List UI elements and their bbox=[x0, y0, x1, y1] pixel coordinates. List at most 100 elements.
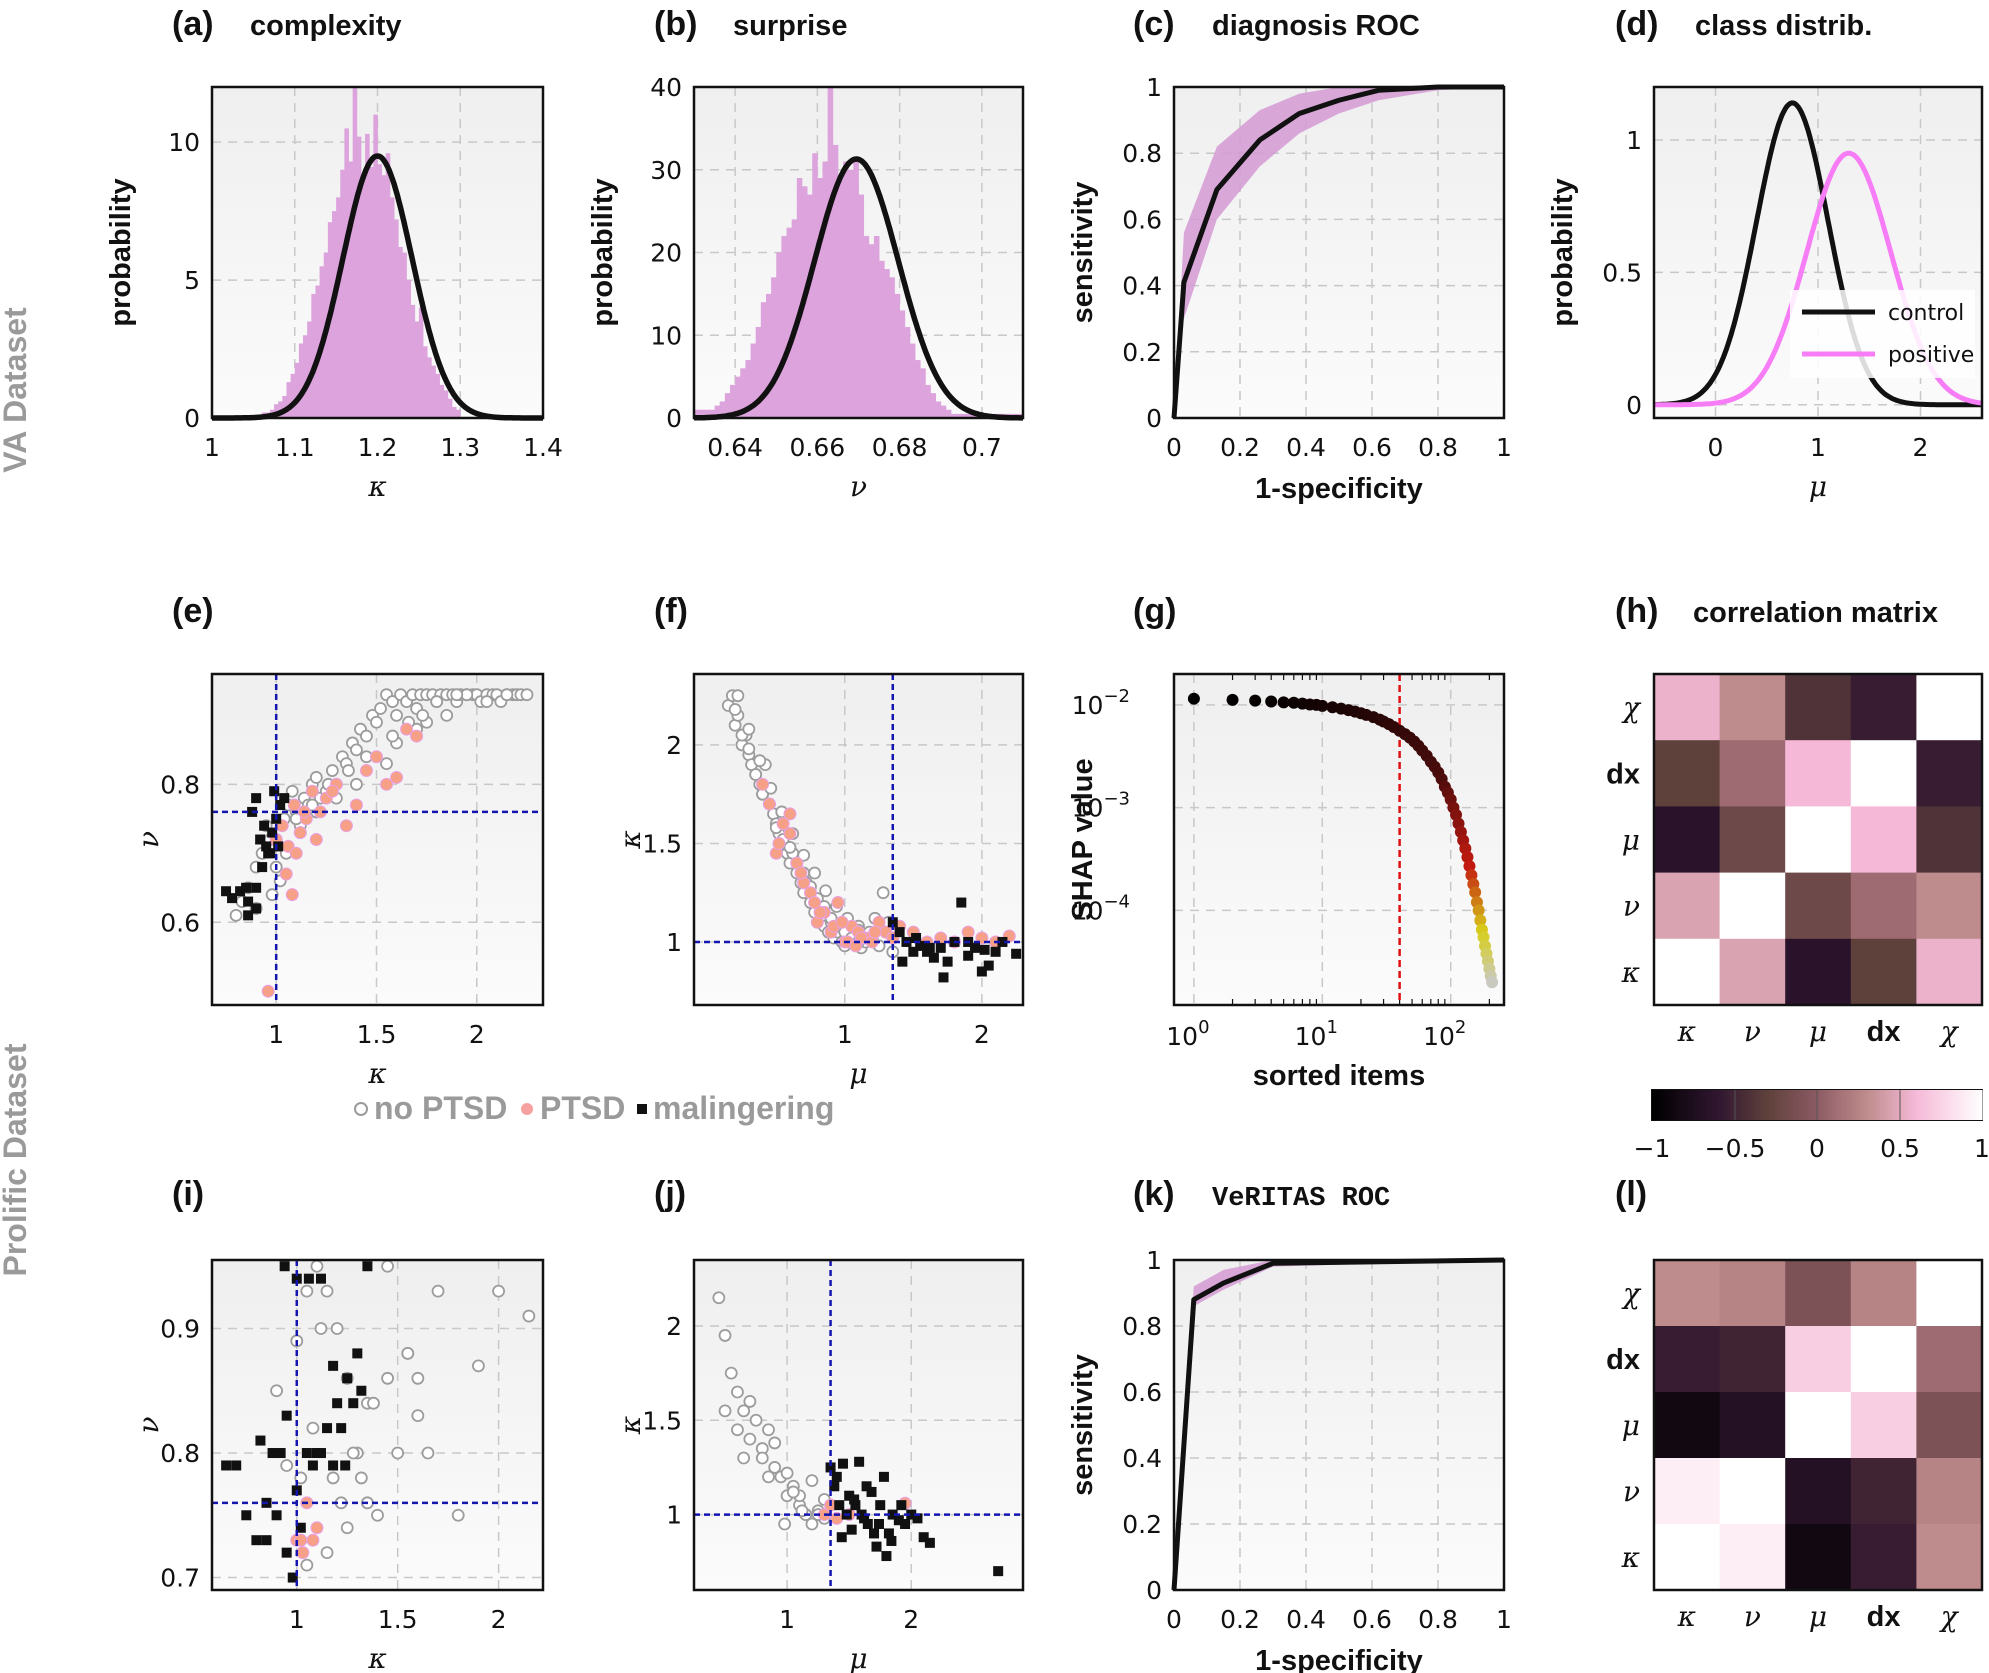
x-tick-label: 0 bbox=[1708, 433, 1724, 462]
point-malingering bbox=[997, 936, 1008, 947]
legend-ptsd: PTSD bbox=[540, 1090, 625, 1126]
hist-bar bbox=[369, 166, 374, 418]
hist-bar bbox=[344, 128, 349, 418]
point-no-ptsd bbox=[753, 754, 767, 768]
colorbar-segment bbox=[1793, 1090, 1797, 1120]
point-malingering bbox=[871, 1541, 882, 1552]
hist-bar bbox=[843, 161, 849, 418]
point-no-ptsd bbox=[294, 1471, 308, 1485]
hist-bar bbox=[904, 326, 911, 418]
colorbar-segment bbox=[1805, 1090, 1809, 1120]
heatmap-cell bbox=[1719, 674, 1786, 741]
point-no-ptsd bbox=[718, 1404, 732, 1418]
panel-c-plot-bg bbox=[1174, 87, 1504, 418]
point-malingering bbox=[912, 1513, 923, 1524]
hist-bar bbox=[935, 401, 942, 418]
hist-bar bbox=[352, 87, 358, 418]
colorbar-tick: 1 bbox=[1974, 1134, 1989, 1163]
colorbar-segment bbox=[1940, 1090, 1944, 1120]
colorbar-segment bbox=[1835, 1090, 1839, 1120]
colorbar-segment bbox=[1808, 1090, 1812, 1120]
x-axis-label: μ bbox=[1809, 470, 1827, 503]
point-no-ptsd bbox=[472, 1359, 485, 1373]
point-no-ptsd bbox=[724, 1366, 738, 1380]
heatmap-row-label: dx bbox=[1606, 758, 1640, 790]
point-malingering bbox=[342, 1373, 353, 1384]
hist-bar bbox=[966, 413, 972, 418]
hist-bar bbox=[740, 368, 746, 418]
colorbar-segment bbox=[1778, 1090, 1782, 1120]
colorbar-segment bbox=[1703, 1090, 1707, 1120]
shap-point bbox=[1463, 860, 1476, 873]
hist-bar bbox=[356, 136, 362, 418]
colorbar-segment bbox=[1895, 1090, 1899, 1120]
colorbar-segment bbox=[1652, 1090, 1656, 1120]
point-malingering bbox=[873, 1519, 884, 1529]
heatmap-cell bbox=[1916, 872, 1983, 940]
heatmap-cell bbox=[1916, 1524, 1983, 1591]
heatmap-cell bbox=[1785, 1524, 1852, 1591]
hist-bar bbox=[796, 178, 803, 418]
colorbar-segment bbox=[1826, 1090, 1830, 1120]
point-malingering bbox=[894, 927, 905, 938]
x-tick-label: 0.6 bbox=[1352, 1605, 1392, 1634]
point-malingering bbox=[315, 1273, 326, 1284]
hist-bar bbox=[406, 280, 411, 418]
point-malingering bbox=[849, 1494, 860, 1505]
y-tick-label: 0.6 bbox=[1122, 205, 1162, 234]
hist-bar bbox=[303, 335, 308, 418]
x-tick-label: 1 bbox=[1496, 1605, 1512, 1634]
colorbar-segment bbox=[1949, 1090, 1953, 1120]
hist-bar bbox=[817, 178, 823, 418]
hist-bar bbox=[760, 302, 767, 418]
colorbar-segment bbox=[1901, 1090, 1905, 1120]
point-no-ptsd bbox=[450, 688, 464, 702]
colorbar-segment bbox=[1820, 1090, 1824, 1120]
point-malingering bbox=[831, 1471, 842, 1482]
hist-bar bbox=[414, 321, 420, 418]
point-no-ptsd bbox=[768, 1436, 782, 1450]
x-tick-label: 0.4 bbox=[1286, 1605, 1326, 1634]
point-malingering bbox=[257, 862, 268, 873]
point-ptsd bbox=[279, 867, 293, 881]
point-no-ptsd bbox=[367, 1396, 380, 1410]
heatmap-col-label: χ bbox=[1939, 1015, 1960, 1048]
colorbar: −1 −0.5 0 0.5 1 bbox=[1634, 1089, 1989, 1163]
point-malingering bbox=[275, 1448, 286, 1459]
point-malingering bbox=[990, 946, 1001, 957]
point-no-ptsd bbox=[737, 1451, 751, 1465]
point-malingering bbox=[1011, 948, 1022, 959]
point-malingering bbox=[970, 942, 981, 953]
point-ptsd bbox=[325, 784, 339, 798]
point-no-ptsd bbox=[808, 866, 822, 880]
heatmap-col-label: μ bbox=[1809, 1600, 1827, 1633]
y-axis-label: probability bbox=[105, 178, 137, 326]
panel-d-frame bbox=[1652, 85, 1984, 420]
colorbar-tick: 0 bbox=[1809, 1134, 1825, 1163]
hist-bar bbox=[714, 405, 721, 418]
colorbar-tick: −1 bbox=[1634, 1134, 1671, 1163]
point-malingering bbox=[279, 793, 290, 804]
x-tick-label: 2 bbox=[491, 1605, 507, 1634]
point-no-ptsd bbox=[819, 884, 832, 898]
hist-bar bbox=[360, 178, 366, 418]
point-malingering bbox=[307, 1460, 318, 1471]
title-a: complexity bbox=[250, 10, 402, 42]
point-ptsd bbox=[306, 1533, 320, 1547]
colorbar-segment bbox=[1688, 1090, 1692, 1120]
colorbar-segment bbox=[1682, 1090, 1686, 1120]
colorbar-segment bbox=[1709, 1090, 1713, 1120]
colorbar-segment bbox=[1907, 1090, 1911, 1120]
panel-titles: (a) complexity (b) surprise (c) diagnosi… bbox=[172, 5, 1938, 1214]
hist-bar bbox=[791, 219, 798, 418]
hist-bar bbox=[899, 310, 906, 418]
fit-curve bbox=[212, 153, 543, 421]
heatmap-cell bbox=[1785, 740, 1852, 807]
point-no-ptsd bbox=[768, 1461, 782, 1474]
x-tick-label: 101 bbox=[1295, 1017, 1338, 1051]
point-malingering bbox=[251, 793, 262, 804]
colorbar-segment bbox=[1718, 1090, 1722, 1120]
colorbar-segment bbox=[1676, 1090, 1680, 1120]
y-tick-label: 0 bbox=[1146, 404, 1162, 433]
